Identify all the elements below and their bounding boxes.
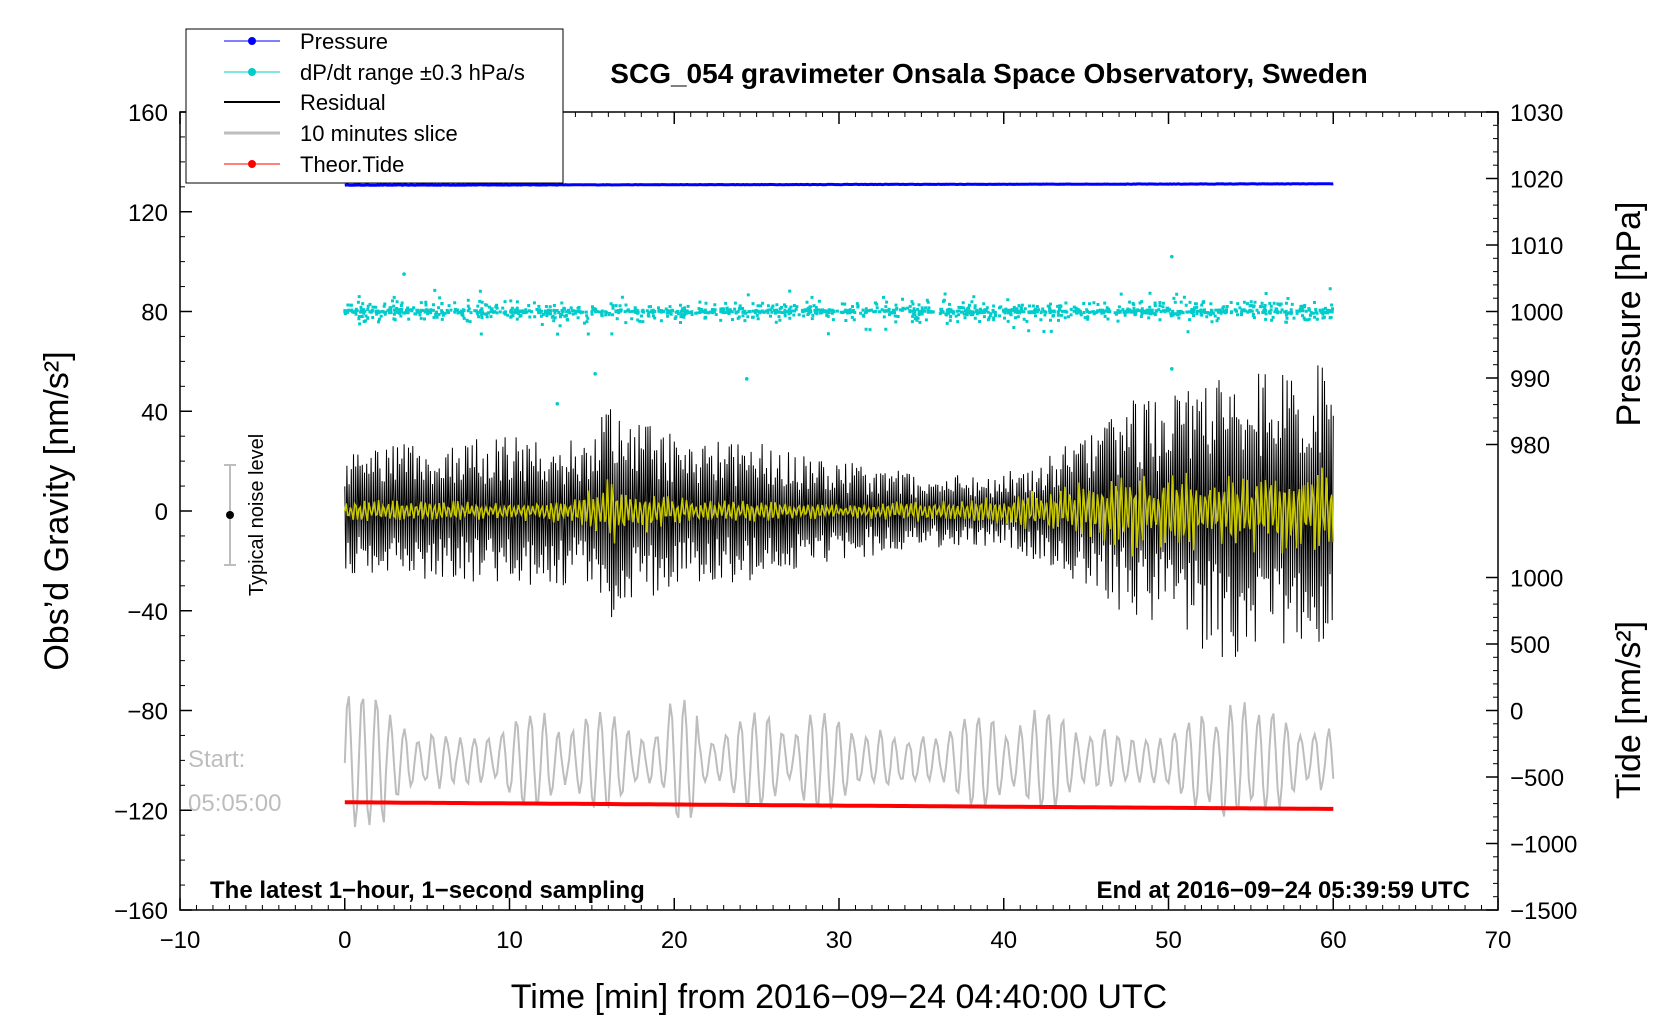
series-slice-line [343, 696, 1335, 828]
legend-marker-dpdt [248, 68, 256, 76]
series-tide-line [344, 800, 1334, 811]
legend-box [185, 28, 564, 184]
legend-item-dpdt: dP/dt range ±0.3 hPa/s [224, 60, 525, 85]
legend-label-tide: Theor.Tide [300, 152, 404, 177]
y-tick-label-tide: 1000 [1510, 566, 1563, 593]
y-tick-label-left: −120 [114, 798, 168, 825]
x-tick-label: 70 [1485, 927, 1512, 954]
ticks-layer: −10 0 10 20 30 40 50 60 7016012080400−40−80−120−… [114, 100, 1577, 954]
series-dpdt-points [343, 287, 1334, 336]
series-dpdt-outlier [1169, 367, 1174, 371]
x-tick-label: 60 [1320, 927, 1347, 954]
x-tick-label: 0 [338, 927, 351, 954]
legend-marker-pressure [248, 37, 256, 45]
series-pressure-line [344, 182, 1334, 187]
noise-level-label: Typical noise level [246, 434, 268, 596]
x-tick-label: 50 [1155, 927, 1182, 954]
y-tick-label-pressure: 1010 [1510, 233, 1563, 260]
legend-item-slice: 10 minutes slice [224, 121, 458, 146]
series-layer [343, 182, 1335, 828]
end-time-note: End at 2016−09−24 05:39:59 UTC [1096, 877, 1470, 904]
x-tick-label: 20 [661, 927, 688, 954]
legend-item-residual: Residual [224, 90, 386, 115]
y-tick-label-left: 0 [155, 499, 168, 526]
x-axis-label: Time [min] from 2016−09−24 04:40:00 UTC [511, 978, 1167, 1016]
legend-label-pressure: Pressure [300, 29, 388, 54]
series-dpdt-outlier [402, 272, 406, 276]
x-tick-label: −10 [160, 927, 201, 954]
y-tick-label-left: 120 [128, 200, 168, 227]
y-tick-label-pressure: 980 [1510, 433, 1550, 460]
series-residual-smoothed-line [344, 467, 1335, 557]
legend-label-slice: 10 minutes slice [300, 121, 458, 146]
series-dpdt-outlier [1169, 254, 1174, 259]
y-tick-label-pressure: 1000 [1510, 300, 1563, 327]
y-tick-label-tide: 500 [1510, 632, 1550, 659]
series-residual-line [344, 365, 1334, 658]
y-axis-label-left: Obs’d Gravity [nm/s²] [38, 351, 76, 670]
x-tick-label: 10 [496, 927, 523, 954]
y-tick-label-tide: −500 [1510, 765, 1564, 792]
legend-label-residual: Residual [300, 90, 386, 115]
y-tick-label-left: −160 [114, 898, 168, 925]
legend-label-dpdt: dP/dt range ±0.3 hPa/s [300, 60, 525, 85]
legend-marker-tide [248, 160, 256, 168]
y-tick-label-left: −80 [127, 699, 168, 726]
y-tick-label-left: −40 [127, 599, 168, 626]
y-axis-label-pressure: Pressure [hPa] [1610, 202, 1648, 427]
x-tick-label: 30 [826, 927, 853, 954]
y-tick-label-pressure: 1020 [1510, 167, 1563, 194]
y-tick-label-pressure: 1030 [1510, 100, 1563, 127]
y-tick-label-tide: 0 [1510, 699, 1523, 726]
y-tick-label-left: 160 [128, 100, 168, 127]
series-dpdt-outlier [555, 401, 560, 406]
chart-title: SCG_054 gravimeter Onsala Space Observat… [610, 58, 1367, 89]
y-tick-label-tide: −1500 [1510, 898, 1577, 925]
noise-level-indicator: Typical noise level [224, 434, 268, 596]
legend-item-pressure: Pressure [224, 29, 388, 54]
sampling-note: The latest 1−hour, 1−second sampling [210, 877, 645, 904]
series-dpdt-outlier [744, 377, 749, 381]
noise-level-dot [226, 511, 234, 519]
y-tick-label-left: 40 [141, 399, 168, 426]
y-tick-label-left: 80 [141, 300, 168, 327]
start-label: Start: [188, 746, 245, 773]
y-tick-label-tide: −1000 [1510, 832, 1577, 859]
series-dpdt-outlier [593, 372, 597, 376]
legend: Pressure dP/dt range ±0.3 hPa/s Residual… [185, 28, 564, 184]
x-tick-label: 40 [990, 927, 1017, 954]
y-axis-label-tide: Tide [nm/s²] [1610, 621, 1648, 799]
y-tick-label-pressure: 990 [1510, 366, 1550, 393]
start-time-label: 05:05:00 [188, 790, 281, 817]
legend-item-tide: Theor.Tide [224, 152, 404, 177]
